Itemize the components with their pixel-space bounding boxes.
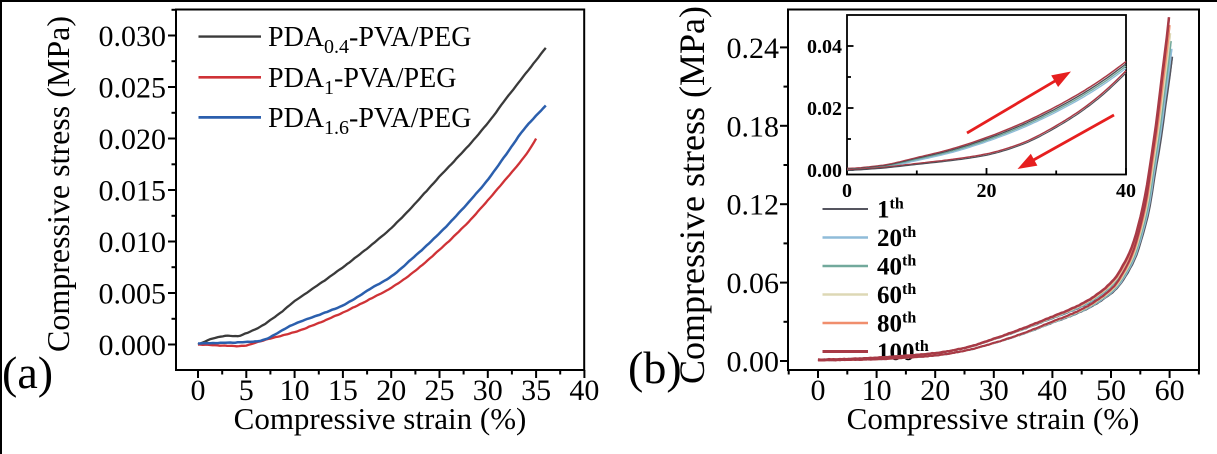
svg-text:40: 40 xyxy=(569,374,599,407)
svg-text:15: 15 xyxy=(328,374,358,407)
svg-text:Compressive strain (%): Compressive strain (%) xyxy=(234,401,527,436)
svg-text:0.00: 0.00 xyxy=(727,346,780,379)
svg-text:1th: 1th xyxy=(877,196,904,224)
svg-text:0.005: 0.005 xyxy=(99,278,167,311)
svg-text:0.06: 0.06 xyxy=(727,267,780,300)
svg-text:50: 50 xyxy=(1096,374,1126,407)
svg-text:100th: 100th xyxy=(877,338,929,366)
svg-text:40: 40 xyxy=(1116,180,1136,202)
svg-text:0.00: 0.00 xyxy=(807,160,842,182)
svg-text:0.18: 0.18 xyxy=(727,110,780,143)
svg-text:PDA1.6-PVA/PEG: PDA1.6-PVA/PEG xyxy=(268,103,471,139)
svg-text:30: 30 xyxy=(979,374,1009,407)
svg-text:0.015: 0.015 xyxy=(99,175,167,208)
svg-text:0: 0 xyxy=(842,180,852,202)
svg-text:0.025: 0.025 xyxy=(99,72,167,105)
svg-text:(a): (a) xyxy=(2,347,53,398)
svg-text:10: 10 xyxy=(280,374,310,407)
svg-text:10: 10 xyxy=(862,374,892,407)
svg-text:0.020: 0.020 xyxy=(99,123,167,156)
svg-text:0.24: 0.24 xyxy=(727,32,780,65)
svg-text:PDA0.4-PVA/PEG: PDA0.4-PVA/PEG xyxy=(268,22,471,58)
svg-text:20: 20 xyxy=(920,374,950,407)
svg-text:0.02: 0.02 xyxy=(807,98,842,120)
svg-text:0.030: 0.030 xyxy=(99,20,167,53)
svg-text:(b): (b) xyxy=(628,342,682,393)
svg-text:80th: 80th xyxy=(877,310,916,338)
svg-text:25: 25 xyxy=(425,374,455,407)
svg-text:30: 30 xyxy=(473,374,503,407)
svg-text:0: 0 xyxy=(811,374,826,407)
svg-text:0.12: 0.12 xyxy=(727,189,780,222)
svg-text:35: 35 xyxy=(521,374,551,407)
svg-text:PDA1-PVA/PEG: PDA1-PVA/PEG xyxy=(268,63,456,99)
svg-text:40: 40 xyxy=(1037,374,1067,407)
svg-text:20: 20 xyxy=(376,374,406,407)
svg-text:0.000: 0.000 xyxy=(99,329,167,362)
svg-text:60: 60 xyxy=(1155,374,1185,407)
svg-text:Compressive strain (%): Compressive strain (%) xyxy=(847,401,1140,436)
svg-text:20: 20 xyxy=(977,180,997,202)
svg-text:20th: 20th xyxy=(877,224,916,252)
svg-text:0.04: 0.04 xyxy=(807,36,842,58)
svg-text:Compressive stress (MPa): Compressive stress (MPa) xyxy=(672,6,712,384)
svg-text:Compressive stress (MPa): Compressive stress (MPa) xyxy=(40,16,76,352)
svg-text:0: 0 xyxy=(191,374,206,407)
svg-text:0.010: 0.010 xyxy=(99,226,167,259)
svg-text:40th: 40th xyxy=(877,253,916,281)
svg-text:5: 5 xyxy=(239,374,254,407)
svg-text:60th: 60th xyxy=(877,281,916,309)
